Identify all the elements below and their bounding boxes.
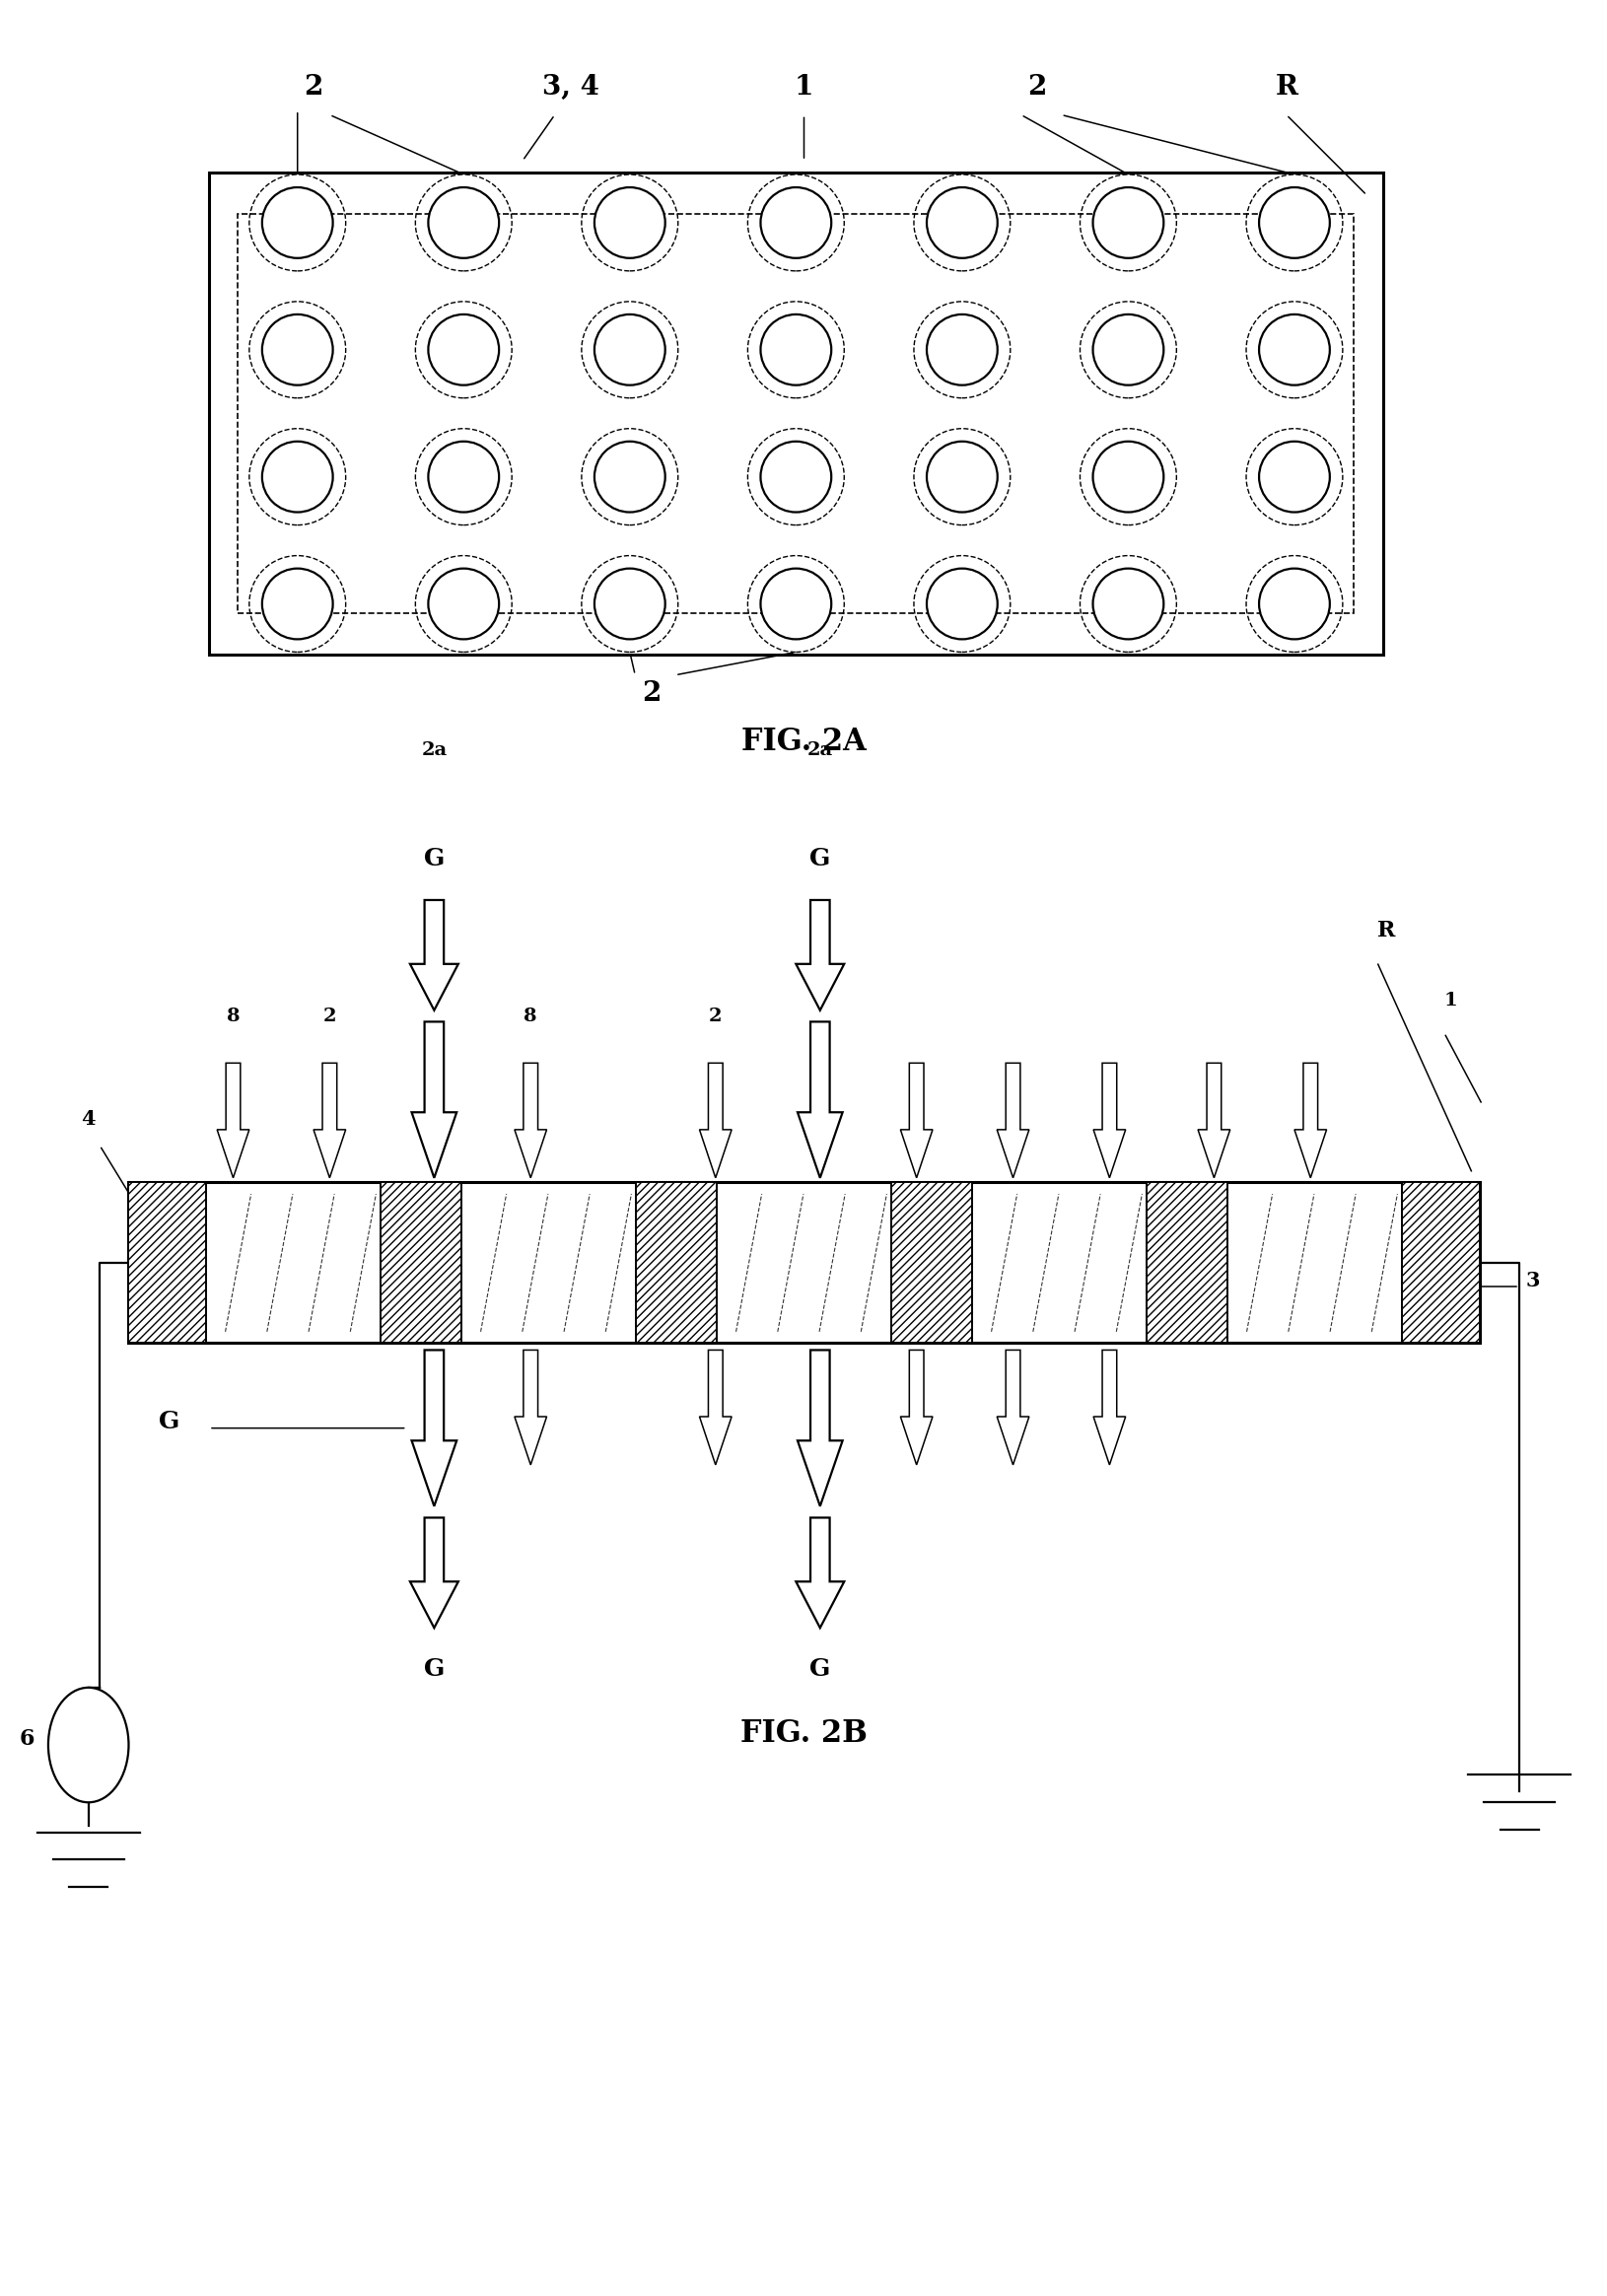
Text: ~: ~ [79, 1733, 98, 1756]
Polygon shape [129, 1182, 1478, 1343]
Text: 2a: 2a [421, 742, 447, 760]
Ellipse shape [926, 315, 996, 386]
Text: 8: 8 [227, 1008, 239, 1026]
Polygon shape [209, 172, 1382, 654]
Text: G: G [808, 1658, 831, 1681]
Ellipse shape [1258, 188, 1329, 257]
Text: 1: 1 [794, 73, 813, 101]
Text: 3: 3 [1525, 1272, 1538, 1290]
Polygon shape [313, 1063, 346, 1178]
Polygon shape [699, 1350, 731, 1465]
Ellipse shape [595, 188, 665, 257]
Polygon shape [996, 1350, 1028, 1465]
Text: 2: 2 [641, 680, 660, 707]
Ellipse shape [262, 315, 333, 386]
Circle shape [48, 1688, 129, 1802]
Polygon shape [129, 1182, 206, 1343]
Text: FIG. 2B: FIG. 2B [739, 1717, 868, 1750]
Ellipse shape [1258, 441, 1329, 512]
Ellipse shape [1093, 188, 1163, 257]
Ellipse shape [926, 569, 996, 638]
Ellipse shape [760, 441, 831, 512]
Ellipse shape [262, 569, 333, 638]
Ellipse shape [262, 441, 333, 512]
Polygon shape [411, 1022, 456, 1178]
Ellipse shape [1258, 315, 1329, 386]
Text: 1: 1 [1443, 992, 1456, 1010]
Text: R: R [1274, 73, 1297, 101]
Ellipse shape [427, 441, 498, 512]
Polygon shape [410, 1518, 458, 1628]
Polygon shape [890, 1182, 971, 1343]
Ellipse shape [595, 569, 665, 638]
Polygon shape [410, 900, 458, 1010]
Ellipse shape [1093, 569, 1163, 638]
Polygon shape [636, 1182, 717, 1343]
Polygon shape [1093, 1063, 1125, 1178]
Text: 2: 2 [1027, 73, 1046, 101]
Text: G: G [423, 847, 445, 870]
Text: 6: 6 [19, 1729, 35, 1750]
Ellipse shape [427, 315, 498, 386]
Polygon shape [514, 1063, 546, 1178]
Text: 2b: 2b [807, 1458, 832, 1476]
Polygon shape [797, 1350, 842, 1506]
Polygon shape [797, 1022, 842, 1178]
Polygon shape [411, 1350, 456, 1506]
Ellipse shape [926, 188, 996, 257]
Polygon shape [795, 900, 844, 1010]
Polygon shape [1093, 1350, 1125, 1465]
Text: 3, 4: 3, 4 [542, 73, 599, 101]
Polygon shape [1146, 1182, 1226, 1343]
Polygon shape [900, 1350, 932, 1465]
Text: 8: 8 [910, 1417, 922, 1435]
Polygon shape [900, 1063, 932, 1178]
Text: 4: 4 [82, 1109, 95, 1130]
Ellipse shape [427, 569, 498, 638]
Text: G: G [808, 847, 831, 870]
Ellipse shape [427, 188, 498, 257]
Polygon shape [699, 1063, 731, 1178]
Polygon shape [996, 1063, 1028, 1178]
Text: FIG. 2A: FIG. 2A [741, 726, 866, 758]
Text: 2: 2 [323, 1008, 336, 1026]
Polygon shape [217, 1063, 249, 1178]
Ellipse shape [595, 441, 665, 512]
Polygon shape [1197, 1063, 1229, 1178]
Ellipse shape [760, 188, 831, 257]
Text: G: G [157, 1410, 180, 1433]
Text: 8: 8 [524, 1417, 537, 1435]
Ellipse shape [1093, 315, 1163, 386]
Text: 2: 2 [709, 1008, 722, 1026]
Ellipse shape [760, 315, 831, 386]
Ellipse shape [1093, 441, 1163, 512]
Text: 2b: 2b [421, 1458, 447, 1476]
Polygon shape [381, 1182, 461, 1343]
Text: R: R [1376, 921, 1395, 941]
Text: 8: 8 [524, 1008, 537, 1026]
Ellipse shape [1258, 569, 1329, 638]
Polygon shape [514, 1350, 546, 1465]
Ellipse shape [760, 569, 831, 638]
Text: 2a: 2a [807, 742, 832, 760]
Polygon shape [1294, 1063, 1326, 1178]
Text: 2: 2 [304, 73, 323, 101]
Polygon shape [795, 1518, 844, 1628]
Ellipse shape [595, 315, 665, 386]
Polygon shape [1401, 1182, 1478, 1343]
Ellipse shape [262, 188, 333, 257]
Ellipse shape [926, 441, 996, 512]
Text: G: G [423, 1658, 445, 1681]
